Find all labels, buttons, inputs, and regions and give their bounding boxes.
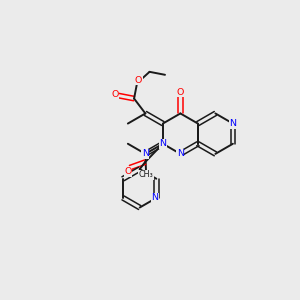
Text: O: O — [111, 90, 119, 99]
Text: N: N — [230, 119, 236, 128]
Text: N: N — [142, 149, 149, 158]
Text: O: O — [177, 88, 184, 97]
Text: CH₃: CH₃ — [139, 170, 153, 179]
Text: N: N — [159, 139, 167, 148]
Text: N: N — [177, 149, 184, 158]
Text: O: O — [135, 76, 142, 85]
Text: N: N — [151, 194, 158, 202]
Text: O: O — [124, 167, 131, 176]
